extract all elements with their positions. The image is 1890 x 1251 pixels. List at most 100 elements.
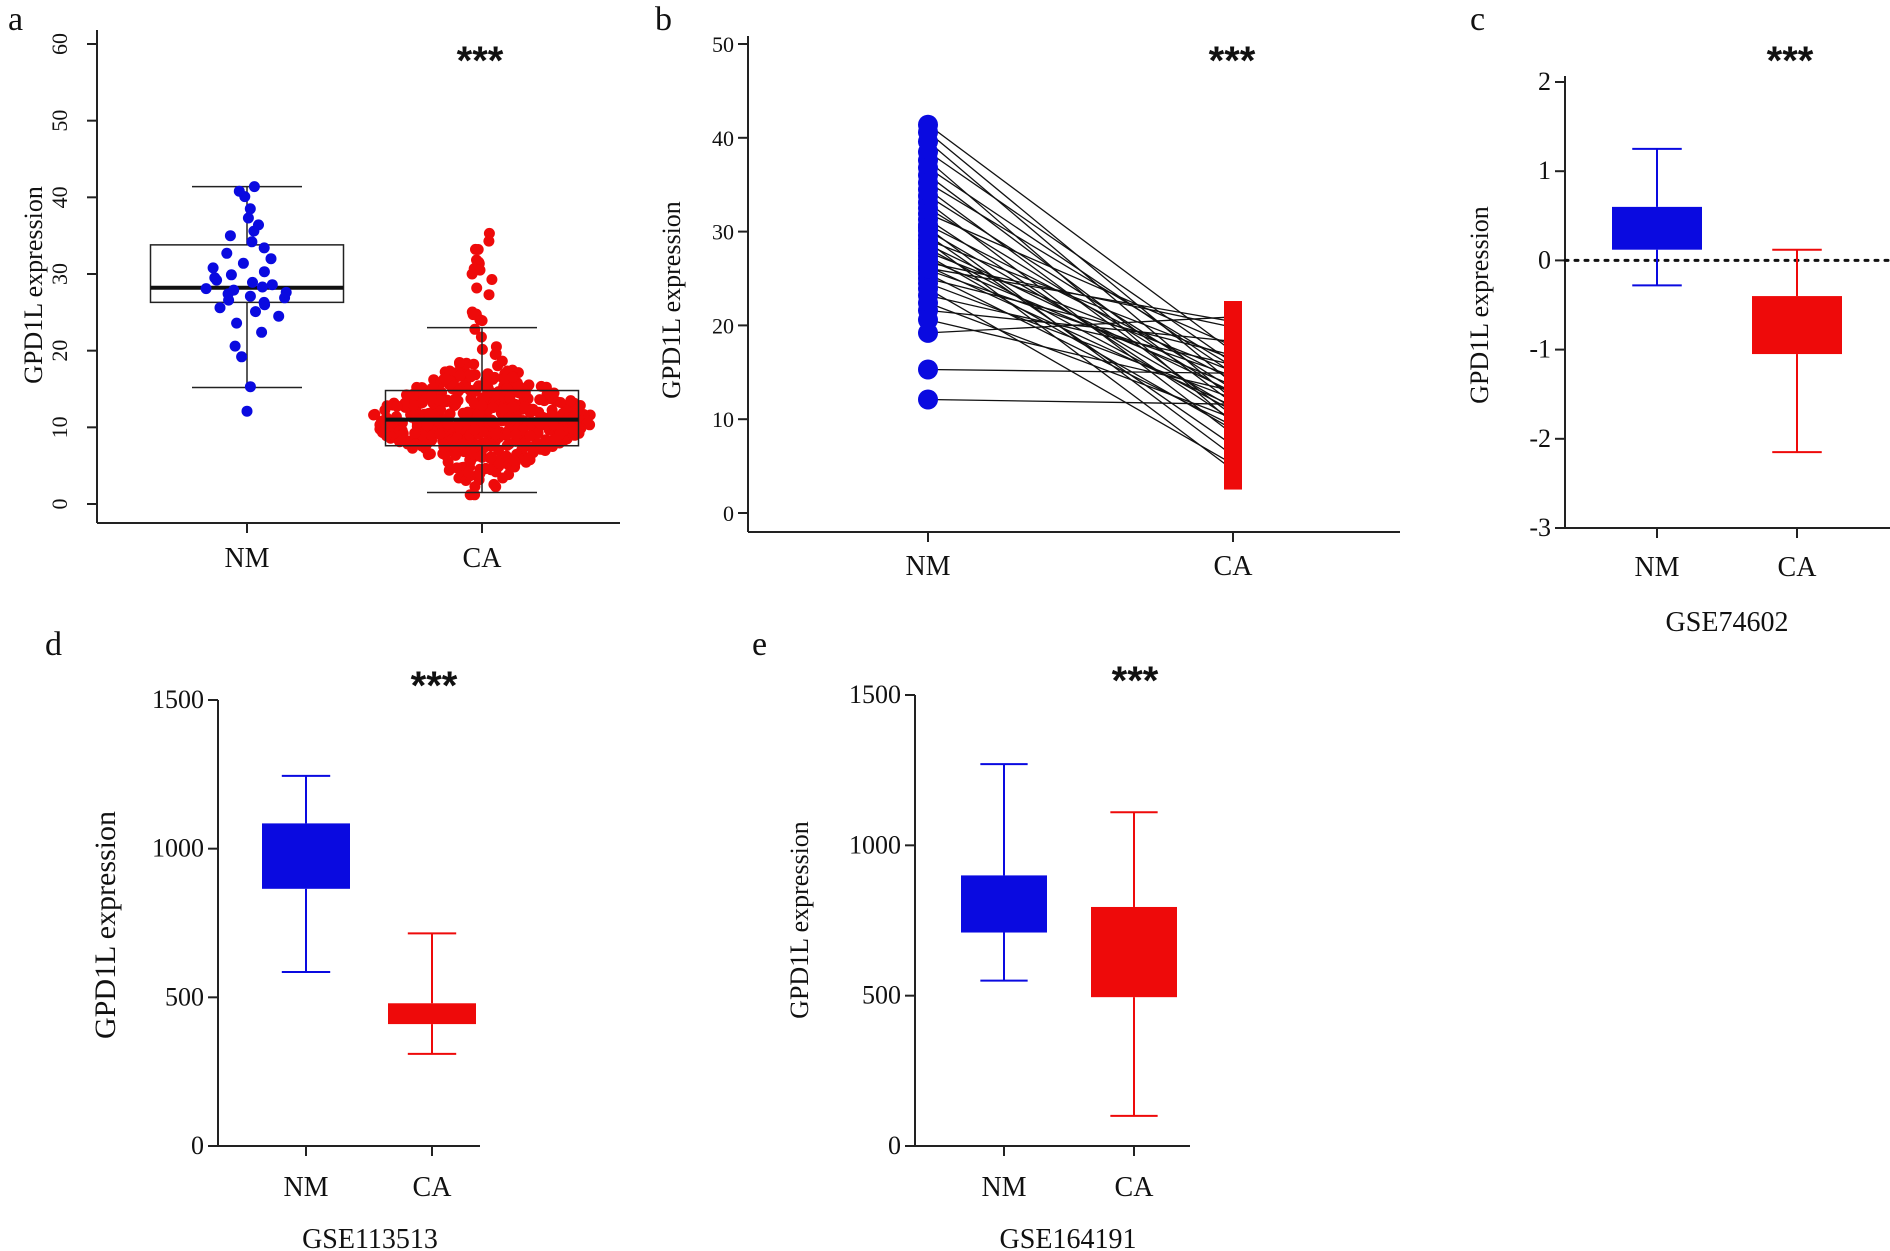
data-point: [228, 284, 240, 296]
pair-line: [927, 151, 1234, 364]
data-point: [477, 426, 489, 438]
pair-line: [927, 227, 1234, 457]
panel-label: d: [45, 626, 62, 663]
data-point: [464, 369, 476, 381]
data-point: [493, 457, 505, 469]
data-point: [265, 253, 277, 265]
data-point: [229, 340, 241, 352]
data-point: [469, 481, 481, 493]
pair-line: [927, 265, 1234, 407]
x-tick-label: NM: [283, 1172, 328, 1203]
data-point: [456, 438, 468, 450]
data-point: [380, 430, 392, 442]
data-point: [918, 359, 938, 380]
data-point: [237, 257, 249, 269]
data-point: [258, 296, 270, 308]
significance-marker: ***: [1209, 39, 1256, 83]
pair-line: [927, 159, 1234, 424]
data-point: [555, 397, 566, 408]
data-point: [489, 349, 501, 360]
box: [1091, 906, 1177, 998]
pair-line: [927, 302, 1234, 419]
data-point: [574, 400, 586, 411]
data-point: [567, 423, 579, 435]
data-point: [409, 427, 421, 439]
data-point: [918, 322, 938, 343]
data-point: [421, 419, 433, 431]
data-point: [485, 464, 497, 476]
data-point: [469, 489, 481, 501]
data-point: [209, 272, 221, 284]
data-point: [454, 370, 466, 381]
data-point: [490, 428, 501, 440]
x-tick-label: NM: [905, 551, 950, 582]
data-point: [918, 217, 938, 238]
panel-label: a: [8, 1, 23, 38]
pair-line: [927, 239, 1234, 360]
data-point: [522, 453, 533, 465]
pair-line: [927, 309, 1234, 342]
x-tick-label: CA: [463, 543, 503, 574]
panel-label: c: [1470, 1, 1485, 38]
pair-line: [927, 294, 1234, 366]
data-point: [450, 449, 461, 461]
data-point: [434, 428, 446, 440]
panel-a: a 0 10 20 30 40 50 60 NM CA GPD1L expression ***: [8, 1, 620, 574]
data-point: [391, 400, 403, 412]
data-point: [247, 276, 258, 288]
y-tick-label: 0: [191, 1131, 204, 1160]
data-point: [244, 203, 256, 215]
data-point: [474, 450, 486, 462]
data-point: [368, 409, 380, 421]
pair-line: [927, 267, 1234, 323]
data-point: [918, 258, 938, 279]
y-tick-label: 1000: [152, 834, 204, 863]
data-point: [396, 435, 407, 447]
box: [961, 875, 1047, 933]
data-point: [444, 408, 456, 420]
pair-line: [927, 207, 1234, 396]
y-tick-label: 1500: [849, 680, 901, 709]
dataset-label: GSE113513: [302, 1224, 438, 1251]
data-point: [273, 310, 285, 322]
data-point: [425, 390, 437, 402]
y-tick-label: 0: [723, 501, 734, 526]
data-point: [467, 309, 479, 321]
data-point: [554, 428, 566, 440]
x-tick-label: NM: [224, 543, 269, 574]
data-point: [466, 268, 478, 280]
pair-line: [927, 174, 1234, 404]
data-point: [233, 185, 245, 197]
x-tick-label: CA: [1115, 1172, 1155, 1203]
data-point: [454, 357, 465, 368]
data-point: [224, 230, 236, 242]
data-point: [507, 401, 519, 413]
data-point: [501, 383, 513, 395]
pair-line: [927, 182, 1234, 368]
data-point: [507, 371, 519, 383]
y-tick-label: 10: [47, 416, 72, 438]
data-point: [256, 281, 268, 293]
y-tick-label: 30: [712, 220, 734, 245]
panel-c: c -3 -2 -1 0 1 2 NM CA GPD1L expression *** GSE7460…: [1465, 1, 1890, 638]
data-point: [548, 387, 560, 399]
data-point: [438, 441, 450, 453]
data-point: [503, 438, 515, 450]
box: [149, 244, 345, 304]
data-point: [443, 464, 455, 476]
panel-label: e: [752, 626, 767, 663]
dataset-label: GSE164191: [1000, 1224, 1137, 1251]
data-point: [512, 379, 524, 391]
data-point: [487, 402, 499, 414]
pair-line: [927, 124, 1234, 353]
y-tick-label: 0: [47, 499, 72, 510]
data-point: [918, 389, 938, 410]
pair-line: [927, 368, 1234, 374]
y-axis-title: GPD1L expression: [785, 821, 814, 1019]
pair-line: [927, 316, 1234, 334]
x-tick-label: NM: [1634, 552, 1679, 583]
y-tick-label: -1: [1529, 335, 1551, 364]
y-tick-label: 2: [1538, 67, 1551, 96]
y-tick-label: 60: [47, 33, 72, 55]
